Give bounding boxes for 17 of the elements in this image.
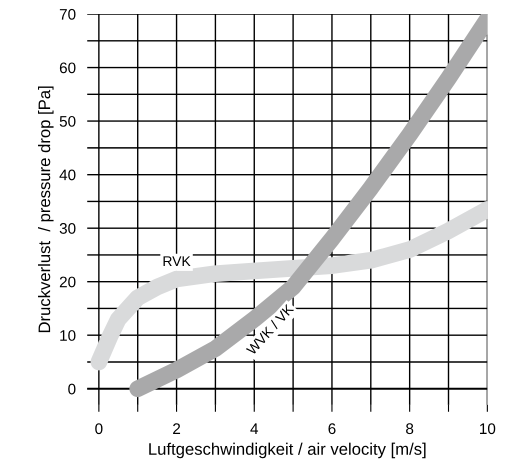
- x-tick-label: 4: [250, 423, 258, 434]
- x-tick-label: 6: [328, 423, 336, 434]
- x-tick-label: 0: [95, 423, 103, 434]
- x-axis-title: Luftgeschwindigkeit / air velocity [m/s]: [149, 442, 426, 458]
- y-tick-label: 20: [60, 276, 76, 288]
- y-tick-label: 0: [68, 384, 76, 394]
- y-tick-label: 30: [60, 223, 76, 234]
- x-tick-label: 10: [480, 423, 496, 434]
- y-tick-label: 70: [60, 8, 76, 20]
- y-tick-label: 40: [59, 170, 76, 180]
- x-tick-label: 2: [173, 423, 180, 434]
- y-axis-title: Druckverlust / pressure drop [Pa]: [38, 86, 54, 332]
- y-tick-label: 50: [60, 116, 76, 127]
- y-tick-label: 10: [60, 330, 76, 341]
- y-tick-label: 60: [60, 62, 76, 74]
- series-label: RVK: [164, 256, 191, 266]
- x-tick-label: 8: [406, 423, 414, 434]
